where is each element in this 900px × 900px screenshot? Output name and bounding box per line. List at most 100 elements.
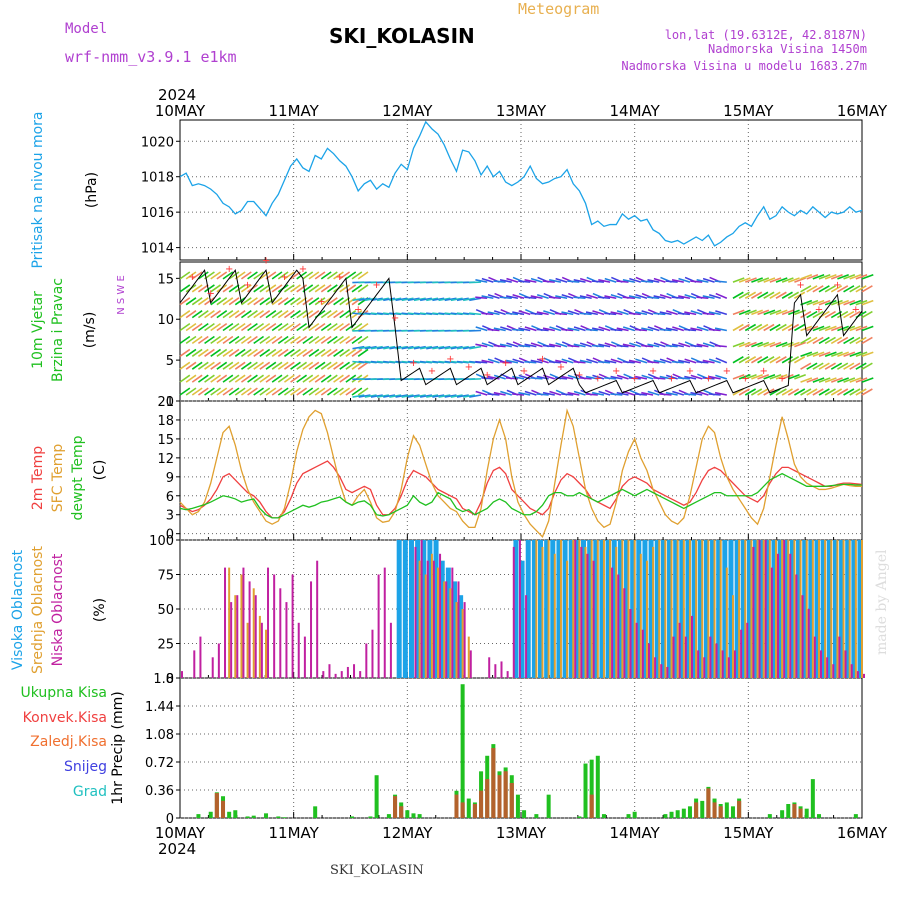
x-tick-label-bottom: 14MAY [610,824,661,842]
pressure-ytick-label: 1014 [141,242,174,257]
wind-barb [247,297,258,306]
cloud-bar-0 [673,540,679,678]
wind-barb [861,351,874,358]
wind-barb [302,361,314,370]
wind-barb [240,374,252,383]
footer-station: SKI_KOLASIN [330,863,424,878]
cloud-bar-1 [861,540,863,678]
wind-barb [855,325,868,332]
cloud-ytick-label: 25 [157,638,174,653]
wind-barb [861,362,873,370]
wind-barb [234,335,246,345]
wind-barb [794,388,806,396]
precip-bar-0 [245,816,250,818]
wind-barb [185,322,197,332]
wind-barb [327,374,338,383]
wind-barb [487,358,500,364]
wind-barb [308,387,320,396]
wind-barb [830,362,843,370]
wind-barb [290,387,301,396]
cloud-bar-2 [856,671,859,678]
wind-barb [357,387,369,396]
wind-barb [524,326,537,332]
wind-barb [549,279,562,283]
wind-barb [616,374,629,380]
wind-barb [499,296,512,300]
cloud-bar-2 [291,574,294,678]
wind-barb [830,388,843,396]
wind-barb [191,310,203,319]
wind-barb [849,325,862,332]
cloud-bar-1 [609,540,612,678]
wind-gust-mark: + [262,256,270,267]
wind-barb [604,312,617,316]
wind-barb [185,374,197,383]
wind-barb [831,325,843,332]
cloud-bar-2 [273,574,276,678]
wind-barb [769,323,781,332]
wind-barb [191,348,203,357]
wind-barb [345,374,357,383]
cloud-bar-0 [814,540,820,678]
temperature-ytick-label: 15 [157,433,174,448]
precip-bar-0 [675,810,680,818]
wind-barb [769,388,781,396]
wind-barb [628,312,641,316]
wind-barb [787,323,800,332]
cloud-bar-0 [839,540,845,678]
cloud-bar-0 [796,540,802,678]
wind-barb [549,326,562,332]
wind-barb [432,394,445,398]
cloud-bar-0 [783,540,789,678]
wind-barb [659,393,672,396]
wind-barb [690,280,703,283]
temp-line-2 [179,472,862,519]
wind-barb [358,297,371,302]
wind-barb [210,284,222,293]
cloud-bar-1 [658,540,661,678]
cloud-bar-2 [733,650,736,678]
cloud-bar-2 [340,671,343,678]
wind-barb [493,344,506,348]
cloud-bar-2 [826,657,829,678]
wind-barb [228,335,240,345]
wind-barb [744,341,757,348]
wind-barb [462,345,476,350]
precip-bar-0 [767,814,772,818]
wind-barb [536,358,549,364]
wind-barb [855,274,868,280]
wind-barb [665,310,678,316]
wind-barb [222,387,234,396]
wind-barb [339,387,351,396]
wind-barb [800,274,813,280]
wind-barb [216,361,228,370]
cloud-bar-1 [652,546,655,678]
wind-barb [481,277,494,283]
cloud-bar-0 [857,540,863,678]
wind-barb [794,341,806,348]
wind-barb [861,377,874,383]
cloud-bar-2 [506,671,509,678]
wind-barb [548,360,562,364]
precip-bar-0 [601,814,606,818]
precip-bar-mix [706,788,711,818]
wind-barb [333,335,344,345]
cloud-bar-0 [408,540,414,678]
wind-barb [191,284,203,293]
x-tick-label-bottom: 10MAY [155,824,206,842]
cloud-bar-2 [617,574,620,678]
wind-barb [824,310,836,319]
wind-barb [222,335,234,345]
wind-axis-label-2: Brzina i Pravac [50,278,66,382]
wind-barb [253,361,265,370]
wind-barb [345,348,357,357]
wind-gust-mark: + [833,280,841,291]
wind-barb [763,356,775,364]
wind-barb [604,295,617,300]
cloud-bar-0 [525,540,531,678]
wind-barb [806,388,818,396]
wind-gust-mark: + [465,362,473,373]
wind-barb [456,394,469,398]
wind-barb [702,359,715,364]
cloud-bar-0 [777,540,783,678]
